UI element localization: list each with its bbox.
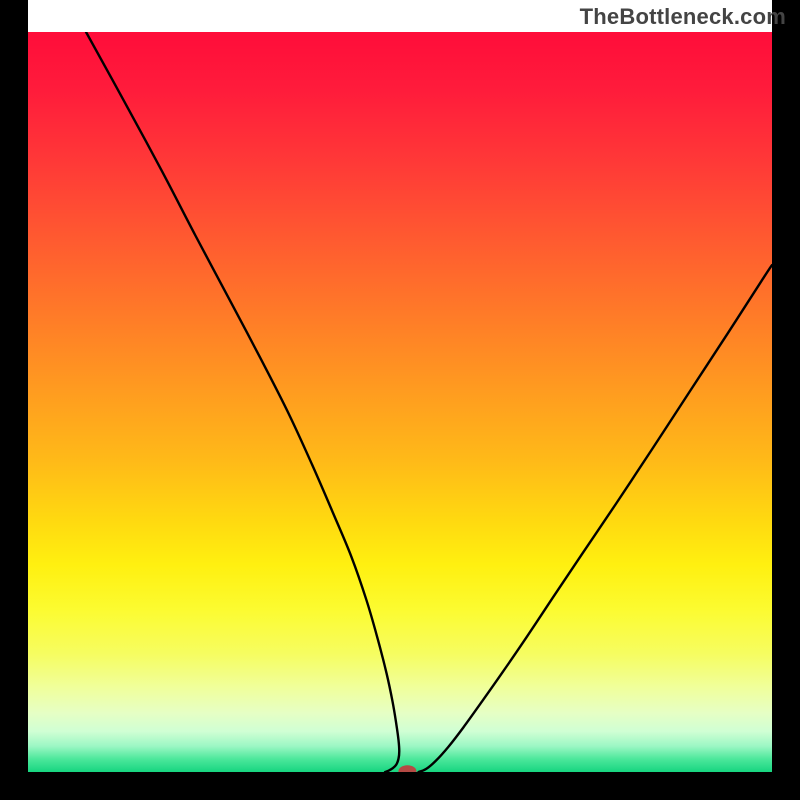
watermark-text: TheBottleneck.com [580,4,786,30]
chart-frame: TheBottleneck.com [0,0,800,800]
bottleneck-chart [0,0,800,800]
plot-background [28,32,772,772]
